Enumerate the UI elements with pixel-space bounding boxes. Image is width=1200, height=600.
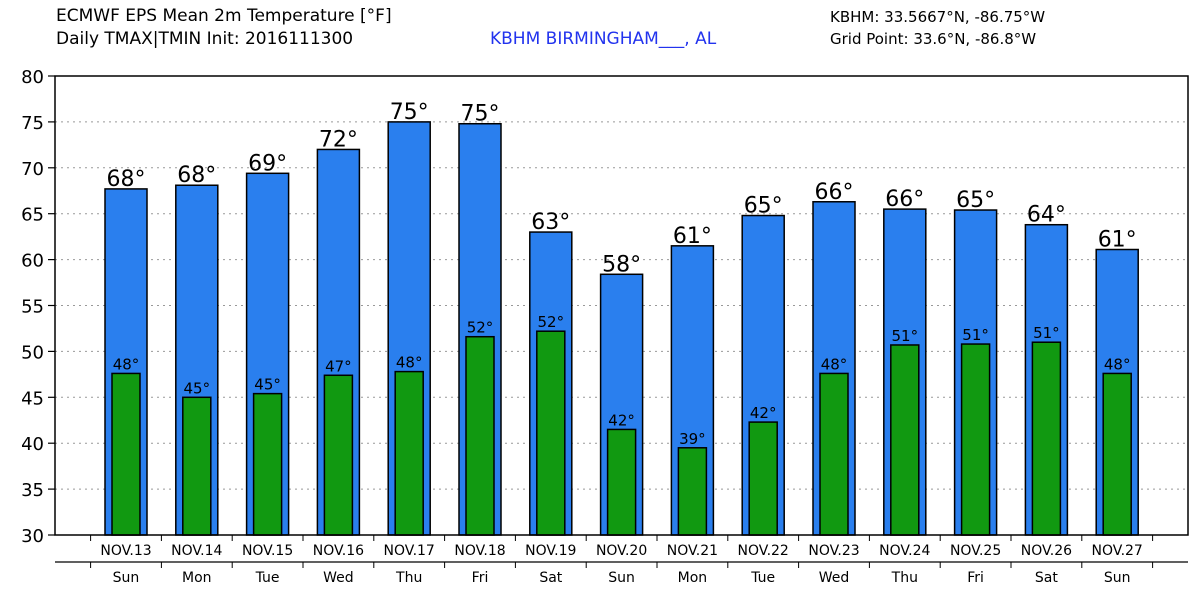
y-tick-label: 60 [21,251,44,272]
x-weekday-label: Wed [323,570,354,586]
x-weekday-label: Mon [678,570,708,586]
tmax-label: 66° [815,180,854,205]
tmax-label: 64° [1027,203,1066,228]
tmin-label: 52° [467,319,494,337]
tmax-label: 68° [107,167,146,192]
x-date-label: NOV.19 [525,543,576,559]
tmin-label: 48° [821,355,848,373]
y-tick-label: 70 [21,159,44,180]
tmin-bar [890,344,920,536]
value-labels: 68° 48° 68° 45° 69° 45° 72° 47° 75° 48° 75° 52° 63° 5… [107,100,1137,448]
bars [104,121,1139,536]
y-tick-label: 75 [21,113,44,134]
x-weekday-label: Thu [395,570,422,586]
x-weekday-label: Mon [182,570,212,586]
tmax-label: 69° [248,151,287,176]
x-weekday-label: Sun [608,570,635,586]
tmin-bar [394,370,424,536]
x-date-label: NOV.23 [808,543,859,559]
tmin-label: 39° [679,430,706,448]
x-date-label: NOV.20 [596,543,647,559]
station-coordinates: KBHM: 33.5667°N, -86.75°W [830,8,1046,26]
tmin-bar [1031,341,1062,536]
tmax-label: 63° [531,210,570,235]
grid-point-coordinates: Grid Point: 33.6°N, -86.8°W [830,30,1037,48]
station-name: KBHM BIRMINGHAM___, AL [490,29,717,49]
y-tick-label: 45 [21,388,44,409]
x-date-label: NOV.21 [667,543,718,559]
tmin-label: 52° [538,313,565,331]
y-tick-label: 35 [21,480,44,501]
x-date-label: NOV.16 [313,543,364,559]
x-weekday-label: Thu [891,570,918,586]
tmin-label: 45° [184,379,211,397]
x-date-label: NOV.27 [1092,543,1143,559]
x-date-label: NOV.15 [242,543,293,559]
chart-title: ECMWF EPS Mean 2m Temperature [°F] [56,6,392,26]
tmin-label: 48° [1104,355,1131,373]
tmax-label: 58° [602,252,641,277]
tmax-label: 75° [461,102,500,127]
tmin-label: 48° [113,355,140,373]
tmin-bar [111,372,141,536]
tmax-label: 66° [885,187,924,212]
y-tick-label: 30 [21,526,44,547]
tmin-label: 42° [750,404,777,422]
x-weekday-label: Tue [750,570,775,586]
x-weekday-label: Tue [255,570,280,586]
tmin-bar [677,447,708,536]
x-date-label: NOV.14 [171,543,222,559]
tmin-bar [606,428,637,536]
chart-subtitle: Daily TMAX|TMIN Init: 2016111300 [56,29,354,49]
tmin-label: 45° [254,376,281,394]
x-date-label: NOV.24 [879,543,930,559]
x-date-label: NOV.13 [100,543,151,559]
x-date-label: NOV.22 [738,543,789,559]
tmax-label: 72° [319,127,358,152]
tmin-label: 51° [892,327,919,345]
x-weekday-label: Fri [472,570,489,586]
plot-frame [54,75,1189,536]
axes: 30 35 40 45 50 55 60 65 70 75 80 NOV.13 Sun NOV.14 Mon… [21,67,1189,586]
tmin-bar [252,392,283,536]
tmax-label: 75° [390,100,429,125]
y-tick-label: 50 [21,342,44,363]
x-date-label: NOV.25 [950,543,1001,559]
x-weekday-label: Sun [113,570,140,586]
tmin-bar [960,343,991,536]
x-weekday-label: Sat [1035,570,1058,586]
y-tick-label: 80 [21,67,44,88]
tmax-label: 61° [673,224,712,249]
tmin-bar [465,335,495,536]
x-weekday-label: Fri [967,570,984,586]
tmax-label: 65° [956,188,995,213]
tmin-bar [819,372,849,536]
tmin-label: 51° [962,326,989,344]
x-weekday-label: Sun [1104,570,1131,586]
y-tick-label: 40 [21,434,44,455]
tmax-label: 68° [177,163,216,188]
y-tick-label: 55 [21,297,44,318]
tmax-label: 65° [744,194,783,219]
tmin-bar [182,396,212,536]
tmin-label: 51° [1033,324,1060,342]
tmin-bar [748,421,778,536]
x-date-label: NOV.18 [454,543,505,559]
x-weekday-label: Wed [819,570,850,586]
tmin-label: 42° [608,411,635,429]
tmin-bar [1102,372,1132,536]
tmin-label: 47° [325,357,352,375]
tmin-label: 48° [396,354,423,372]
tmin-bar [536,330,566,536]
tmax-label: 61° [1098,228,1137,253]
x-date-label: NOV.26 [1021,543,1072,559]
tmin-bar [323,374,354,536]
y-tick-label: 65 [21,205,44,226]
x-weekday-label: Sat [539,570,562,586]
x-date-label: NOV.17 [384,543,435,559]
